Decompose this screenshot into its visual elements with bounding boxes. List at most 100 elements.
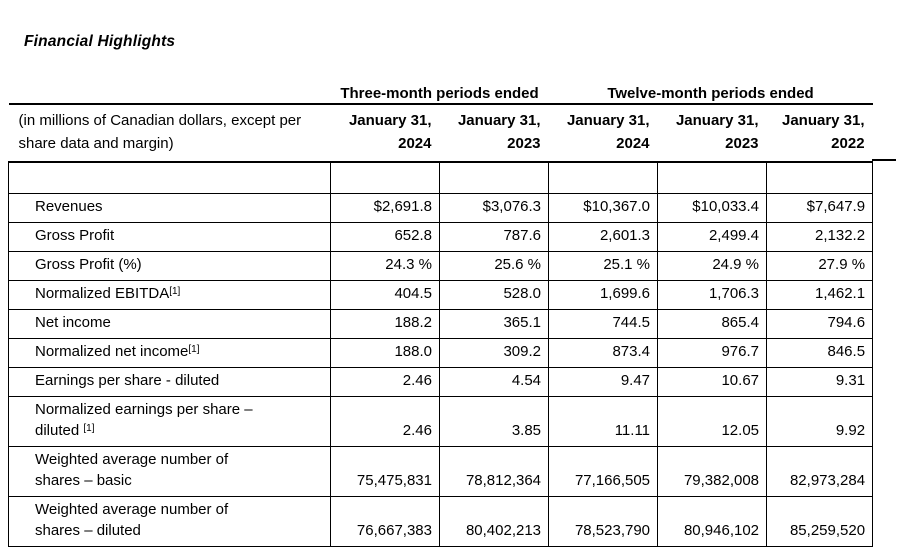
- value-cell: 9.31: [766, 366, 874, 397]
- value-cell: [330, 161, 440, 194]
- value-cell: 846.5: [766, 337, 874, 368]
- column-header-year: 2022: [831, 135, 865, 152]
- row-label: Weighted average number of shares – basic: [8, 445, 331, 497]
- value-cell: 27.9 %: [766, 250, 874, 281]
- row-label: Normalized net income[1]: [8, 337, 331, 368]
- group-header-three-month: Three-month periods ended: [330, 85, 549, 105]
- value-cell: $3,076.3: [438, 192, 550, 223]
- value-cell: 85,259,520: [766, 495, 874, 547]
- value-cell: 188.2: [330, 308, 440, 339]
- value-cell: 2,132.2: [766, 221, 874, 252]
- value-cell: 75,475,831: [330, 445, 440, 497]
- value-cell: 80,402,213: [438, 495, 550, 547]
- value-cell: 1,699.6: [548, 279, 659, 310]
- value-cell: 794.6: [766, 308, 874, 339]
- value-cell: [438, 161, 550, 194]
- value-cell: 2.46: [330, 366, 440, 397]
- column-header-12m-2024: January 31, 2024: [548, 104, 658, 163]
- row-label: Gross Profit: [8, 221, 331, 252]
- row-label: Gross Profit (%): [8, 250, 331, 281]
- column-header-year: 2023: [507, 135, 541, 152]
- table-row-gross-profit-pct: Gross Profit (%) 24.3 % 25.6 % 25.1 % 24…: [8, 250, 874, 281]
- row-label: Revenues: [8, 192, 331, 223]
- table-row-normalized-net-income: Normalized net income[1] 188.0 309.2 873…: [8, 337, 874, 368]
- value-cell: 24.9 %: [657, 250, 768, 281]
- footnote-ref: [1]: [188, 343, 200, 355]
- value-cell: 24.3 %: [330, 250, 440, 281]
- value-cell: 528.0: [438, 279, 550, 310]
- value-cell: 82,973,284: [766, 445, 874, 497]
- spacer-row: [8, 161, 874, 194]
- value-cell: [766, 161, 874, 194]
- column-header-3m-2023: January 31, 2023: [439, 104, 549, 163]
- value-cell: 976.7: [657, 337, 768, 368]
- value-cell: 4.54: [438, 366, 550, 397]
- value-cell: 2,499.4: [657, 221, 768, 252]
- value-cell: 2.46: [330, 395, 440, 447]
- value-cell: [657, 161, 768, 194]
- column-header-12m-2023: January 31, 2023: [657, 104, 767, 163]
- column-header-month: January 31,: [675, 112, 759, 129]
- column-header-12m-2022: January 31, 2022: [766, 104, 873, 163]
- value-cell: 787.6: [438, 221, 550, 252]
- column-header-month: January 31,: [781, 112, 865, 129]
- value-cell: 78,812,364: [438, 445, 550, 497]
- value-cell: $7,647.9: [766, 192, 874, 223]
- unit-note: (in millions of Canadian dollars, except…: [8, 104, 331, 163]
- page-title: Financial Highlights: [24, 33, 176, 50]
- value-cell: 1,706.3: [657, 279, 768, 310]
- row-label: Weighted average number of shares – dilut…: [8, 495, 331, 547]
- value-cell: 188.0: [330, 337, 440, 368]
- row-label: Normalized EBITDA[1]: [8, 279, 331, 310]
- column-header-year: 2024: [398, 135, 432, 152]
- value-cell: 3.85: [438, 395, 550, 447]
- table-row-net-income: Net income 188.2 365.1 744.5 865.4 794.6: [8, 308, 874, 339]
- row-label: Net income: [8, 308, 331, 339]
- value-cell: 1,462.1: [766, 279, 874, 310]
- table-row-weighted-shares-diluted: Weighted average number of shares – dilut…: [8, 495, 874, 547]
- value-cell: $2,691.8: [330, 192, 440, 223]
- column-header-row: (in millions of Canadian dollars, except…: [8, 104, 873, 163]
- value-cell: 80,946,102: [657, 495, 768, 547]
- value-cell: 77,166,505: [548, 445, 659, 497]
- value-cell: 76,667,383: [330, 495, 440, 547]
- value-cell: 78,523,790: [548, 495, 659, 547]
- value-cell: 10.67: [657, 366, 768, 397]
- row-label: [8, 161, 331, 194]
- value-cell: 865.4: [657, 308, 768, 339]
- value-cell: 744.5: [548, 308, 659, 339]
- table-row-gross-profit: Gross Profit 652.8 787.6 2,601.3 2,499.4…: [8, 221, 874, 252]
- value-cell: 2,601.3: [548, 221, 659, 252]
- value-cell: 873.4: [548, 337, 659, 368]
- table-row-eps-diluted: Earnings per share - diluted 2.46 4.54 9…: [8, 366, 874, 397]
- value-cell: 404.5: [330, 279, 440, 310]
- header-rule-extension: [872, 159, 896, 161]
- row-label: Normalized earnings per share – diluted […: [8, 395, 331, 447]
- group-header-twelve-month: Twelve-month periods ended: [548, 85, 873, 105]
- value-cell: 79,382,008: [657, 445, 768, 497]
- value-cell: $10,367.0: [548, 192, 659, 223]
- column-header-year: 2024: [616, 135, 650, 152]
- value-cell: 309.2: [438, 337, 550, 368]
- column-header-month: January 31,: [566, 112, 650, 129]
- footnote-ref: [1]: [169, 285, 181, 297]
- table-row-weighted-shares-basic: Weighted average number of shares – basic…: [8, 445, 874, 497]
- value-cell: 25.1 %: [548, 250, 659, 281]
- group-header-spacer: [8, 85, 331, 105]
- financial-highlights-table: Three-month periods ended Twelve-month p…: [8, 85, 874, 547]
- value-cell: [548, 161, 659, 194]
- value-cell: 9.47: [548, 366, 659, 397]
- column-header-year: 2023: [725, 135, 759, 152]
- table-row-revenues: Revenues $2,691.8 $3,076.3 $10,367.0 $10…: [8, 192, 874, 223]
- footnote-ref: [1]: [83, 422, 95, 434]
- value-cell: $10,033.4: [657, 192, 768, 223]
- value-cell: 652.8: [330, 221, 440, 252]
- value-cell: 365.1: [438, 308, 550, 339]
- value-cell: 12.05: [657, 395, 768, 447]
- column-header-month: January 31,: [457, 112, 541, 129]
- column-header-3m-2024: January 31, 2024: [330, 104, 440, 163]
- value-cell: 11.11: [548, 395, 659, 447]
- value-cell: 25.6 %: [438, 250, 550, 281]
- row-label: Earnings per share - diluted: [8, 366, 331, 397]
